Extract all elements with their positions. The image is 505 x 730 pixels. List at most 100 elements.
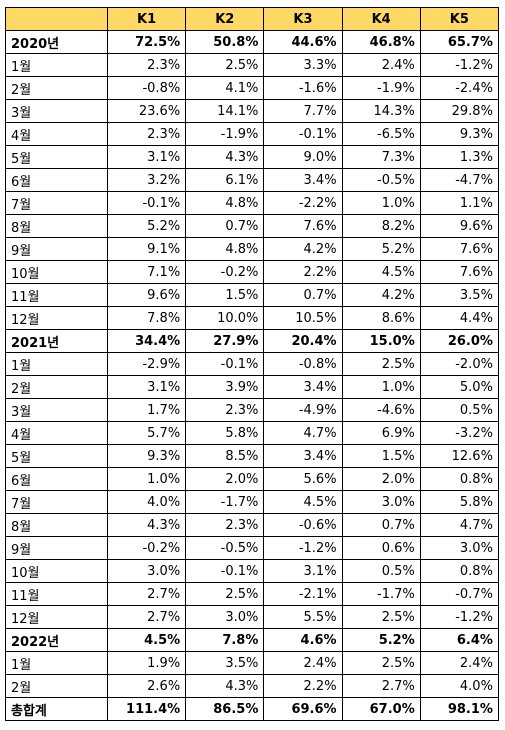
value-cell-k1: 7.8%	[106, 306, 187, 330]
value-cell-k1: 23.6%	[106, 99, 187, 123]
row-label-cell: 8월	[5, 214, 108, 238]
value-cell-k4: 0.6%	[341, 536, 421, 560]
table-row: 5월 9.3% 8.5% 3.4% 1.5% 12.6%	[5, 444, 499, 468]
row-label-cell: 5월	[5, 145, 108, 169]
value-cell-k3: 2.2%	[263, 260, 343, 284]
row-label-cell: 11월	[5, 283, 108, 307]
row-label-cell: 2월	[5, 76, 108, 100]
value-cell-k3: 0.7%	[263, 283, 343, 307]
table-row: 3월 1.7% 2.3% -4.9% -4.6% 0.5%	[5, 398, 499, 422]
table-row: 1월 -2.9% -0.1% -0.8% 2.5% -2.0%	[5, 352, 499, 376]
value-cell-k4: 1.0%	[341, 191, 421, 215]
value-cell-k3: -0.6%	[263, 513, 343, 537]
value-cell-k1: 2.3%	[106, 122, 187, 146]
value-cell-k2: -1.7%	[185, 490, 265, 514]
value-cell-k4: 4.2%	[341, 283, 421, 307]
value-cell-k2: 3.5%	[185, 651, 265, 675]
value-cell-k5: -2.4%	[419, 76, 499, 100]
row-label-cell: 1월	[5, 352, 108, 376]
row-label-cell: 7월	[5, 191, 108, 215]
value-cell-k3: 9.0%	[263, 145, 343, 169]
value-cell-k3: 7.7%	[263, 99, 343, 123]
value-cell-k2: 2.3%	[185, 513, 265, 537]
value-cell-k2: 50.8%	[185, 30, 265, 54]
value-cell-k5: 0.5%	[419, 398, 499, 422]
header-cell-corner	[5, 7, 108, 31]
table-row-subtotal: 2022년 4.5% 7.8% 4.6% 5.2% 6.4%	[5, 628, 499, 652]
value-cell-k3: 69.6%	[263, 697, 343, 721]
row-label-cell: 1월	[5, 53, 108, 77]
table-row: 7월 4.0% -1.7% 4.5% 3.0% 5.8%	[5, 490, 499, 514]
header-cell-k4: K4	[341, 7, 421, 31]
table-row: 12월 7.8% 10.0% 10.5% 8.6% 4.4%	[5, 306, 499, 330]
value-cell-k4: 2.5%	[341, 651, 421, 675]
row-label-cell: 2022년	[5, 628, 108, 652]
row-label-cell: 3월	[5, 398, 108, 422]
value-cell-k2: -1.9%	[185, 122, 265, 146]
value-cell-k4: 8.2%	[341, 214, 421, 238]
value-cell-k1: 2.3%	[106, 53, 187, 77]
header-cell-k2: K2	[185, 7, 265, 31]
value-cell-k5: 26.0%	[419, 329, 499, 353]
value-cell-k1: 3.0%	[106, 559, 187, 583]
value-cell-k2: 3.0%	[185, 605, 265, 629]
value-cell-k1: 5.7%	[106, 421, 187, 445]
row-label-cell: 11월	[5, 582, 108, 606]
value-cell-k3: 3.4%	[263, 168, 343, 192]
value-cell-k5: 9.3%	[419, 122, 499, 146]
value-cell-k4: -0.5%	[341, 168, 421, 192]
value-cell-k4: 4.5%	[341, 260, 421, 284]
value-cell-k3: 44.6%	[263, 30, 343, 54]
value-cell-k4: 1.5%	[341, 444, 421, 468]
value-cell-k4: 0.7%	[341, 513, 421, 537]
table-row: 12월 2.7% 3.0% 5.5% 2.5% -1.2%	[5, 605, 499, 629]
value-cell-k5: 2.4%	[419, 651, 499, 675]
value-cell-k1: 1.0%	[106, 467, 187, 491]
value-cell-k3: -2.1%	[263, 582, 343, 606]
value-cell-k3: 3.4%	[263, 375, 343, 399]
value-cell-k1: 111.4%	[106, 697, 187, 721]
value-cell-k2: -0.2%	[185, 260, 265, 284]
value-cell-k3: -1.2%	[263, 536, 343, 560]
value-cell-k1: 4.0%	[106, 490, 187, 514]
row-label-cell: 2021년	[5, 329, 108, 353]
value-cell-k5: 7.6%	[419, 237, 499, 261]
value-cell-k3: 4.5%	[263, 490, 343, 514]
value-cell-k1: 9.3%	[106, 444, 187, 468]
value-cell-k1: 2.7%	[106, 582, 187, 606]
table-row: 8월 4.3% 2.3% -0.6% 0.7% 4.7%	[5, 513, 499, 537]
value-cell-k5: -0.7%	[419, 582, 499, 606]
value-cell-k5: 5.8%	[419, 490, 499, 514]
row-label-cell: 2020년	[5, 30, 108, 54]
value-cell-k4: 1.0%	[341, 375, 421, 399]
row-label-cell: 6월	[5, 168, 108, 192]
value-cell-k5: 7.6%	[419, 260, 499, 284]
value-cell-k1: 34.4%	[106, 329, 187, 353]
value-cell-k2: 2.5%	[185, 582, 265, 606]
row-label-cell: 1월	[5, 651, 108, 675]
value-cell-k4: 6.9%	[341, 421, 421, 445]
value-cell-k1: 9.1%	[106, 237, 187, 261]
table-row: 3월 23.6% 14.1% 7.7% 14.3% 29.8%	[5, 99, 499, 123]
value-cell-k3: -2.2%	[263, 191, 343, 215]
value-cell-k3: 4.6%	[263, 628, 343, 652]
row-label-cell: 2월	[5, 375, 108, 399]
value-cell-k2: 10.0%	[185, 306, 265, 330]
table-row: 6월 1.0% 2.0% 5.6% 2.0% 0.8%	[5, 467, 499, 491]
table-row: 4월 5.7% 5.8% 4.7% 6.9% -3.2%	[5, 421, 499, 445]
value-cell-k1: -2.9%	[106, 352, 187, 376]
value-cell-k2: -0.1%	[185, 559, 265, 583]
value-cell-k1: -0.1%	[106, 191, 187, 215]
row-label-cell: 9월	[5, 237, 108, 261]
value-cell-k3: 4.7%	[263, 421, 343, 445]
header-cell-k3: K3	[263, 7, 343, 31]
value-cell-k2: 7.8%	[185, 628, 265, 652]
value-cell-k3: -0.1%	[263, 122, 343, 146]
value-cell-k4: 2.4%	[341, 53, 421, 77]
value-cell-k4: -6.5%	[341, 122, 421, 146]
value-cell-k1: 3.2%	[106, 168, 187, 192]
value-cell-k2: 8.5%	[185, 444, 265, 468]
row-label-cell: 9월	[5, 536, 108, 560]
value-cell-k2: 4.3%	[185, 145, 265, 169]
returns-table: K1 K2 K3 K4 K5 2020년 72.5% 50.8% 44.6% 46.8%…	[5, 7, 499, 721]
